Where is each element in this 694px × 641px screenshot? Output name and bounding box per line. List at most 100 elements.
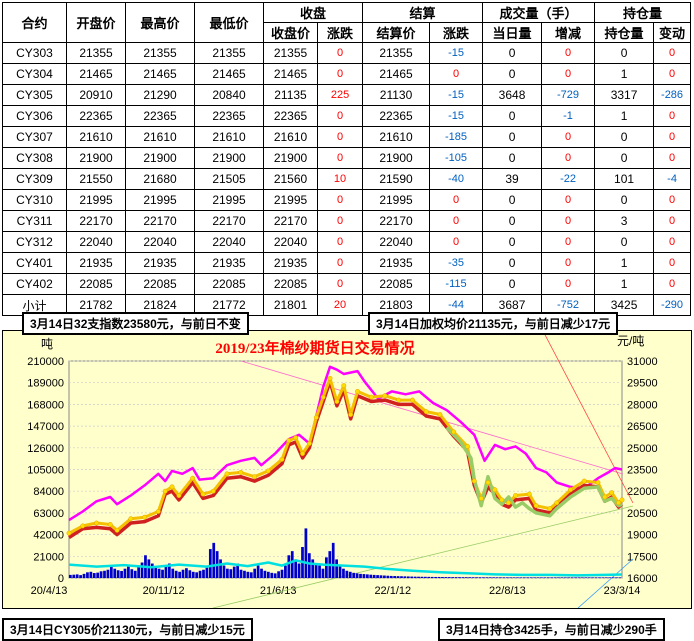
volume-bar bbox=[164, 565, 168, 578]
weighted-price-callout: 3月14日加权均价21135元，与前日减少17元 bbox=[368, 312, 619, 335]
volume-bar bbox=[253, 568, 257, 578]
table-cell: 21505 bbox=[194, 168, 264, 190]
table-cell: 21935 bbox=[263, 252, 318, 274]
table-cell: 0 bbox=[541, 231, 596, 253]
volume-bar bbox=[492, 577, 496, 578]
series-point bbox=[320, 394, 326, 400]
table-cell: 21610 bbox=[66, 126, 126, 148]
volume-bar bbox=[400, 576, 403, 578]
group-header-close: 收盘 bbox=[262, 2, 364, 23]
volume-bar bbox=[229, 569, 233, 578]
table-row: CY307 21610 21610 21610 21610 0 21610 -185 0 0 0 0 bbox=[2, 126, 692, 148]
table-cell: 0 bbox=[653, 189, 692, 211]
volume-bar bbox=[485, 577, 489, 578]
cy305-callout: 3月14日CY305价21130元，与前日减少15元 bbox=[2, 618, 253, 641]
table-cell: 22170 bbox=[194, 210, 264, 232]
volume-bar bbox=[195, 572, 199, 578]
x-tick-label: 23/3/14 bbox=[604, 585, 641, 597]
table-row: CY308 21900 21900 21900 21900 0 21900 -105 0 0 0 0 bbox=[2, 147, 692, 169]
volume-bar bbox=[454, 577, 458, 578]
volume-bar bbox=[437, 576, 441, 578]
col-header-settle-price: 结算价 bbox=[362, 22, 431, 43]
series-point bbox=[581, 478, 587, 484]
volume-bar bbox=[178, 571, 181, 578]
volume-bar bbox=[526, 577, 530, 578]
volume-bar bbox=[584, 577, 588, 578]
volume-bar bbox=[420, 576, 424, 578]
quotes-table: 合约 开盘价 最高价 最低价 收盘 结算 成交量（手） 持仓量 收盘价 涨跌 结… bbox=[2, 2, 692, 316]
table-cell: CY303 bbox=[2, 42, 67, 64]
table-cell: 0 bbox=[541, 252, 596, 274]
series-point bbox=[595, 480, 601, 485]
left-tick-label: 147000 bbox=[27, 421, 64, 433]
volume-bar bbox=[277, 571, 280, 578]
volume-bar bbox=[185, 568, 188, 578]
volume-bar bbox=[523, 577, 526, 578]
table-cell: 22085 bbox=[362, 273, 431, 295]
table-cell: CY306 bbox=[2, 105, 67, 127]
table-row: CY306 22365 22365 22365 22365 0 22365 -15 0 -1 1 0 bbox=[2, 105, 692, 127]
volume-bar bbox=[188, 570, 192, 578]
table-cell: 22085 bbox=[66, 273, 126, 295]
right-unit-label: 元/吨 bbox=[617, 334, 644, 348]
table-cell: 22170 bbox=[362, 210, 431, 232]
series-point bbox=[293, 435, 299, 441]
table-cell: 21465 bbox=[125, 63, 195, 85]
volume-bar bbox=[260, 568, 263, 578]
table-cell: 22365 bbox=[263, 105, 318, 127]
volume-bar bbox=[99, 571, 103, 578]
futures-chart: 0 21000 42000 63000 84000 105000 126000 147000 1… bbox=[27, 331, 658, 608]
series-point bbox=[176, 493, 182, 498]
series-point bbox=[169, 484, 175, 490]
volume-bar bbox=[246, 571, 250, 578]
col-header-oi: 持仓量 bbox=[594, 22, 655, 43]
series-point bbox=[464, 443, 470, 449]
volume-bar bbox=[86, 572, 89, 578]
series-point bbox=[286, 438, 292, 444]
series-point bbox=[396, 397, 402, 403]
table-cell: 0 bbox=[482, 42, 543, 64]
volume-bar bbox=[116, 570, 120, 578]
volume-bar bbox=[478, 577, 482, 578]
left-tick-label: 189000 bbox=[27, 378, 64, 390]
series-point bbox=[66, 530, 72, 536]
volume-bar bbox=[386, 575, 390, 578]
left-tick-label: 21000 bbox=[33, 551, 64, 563]
table-cell: 0 bbox=[316, 231, 364, 253]
table-cell: 21935 bbox=[66, 252, 126, 274]
volume-bar bbox=[615, 577, 618, 578]
volume-bar bbox=[273, 573, 277, 578]
left-tick-label: 168000 bbox=[27, 399, 64, 411]
table-cell: -105 bbox=[429, 147, 484, 169]
table-cell: 0 bbox=[541, 189, 596, 211]
table-cell: CY305 bbox=[2, 84, 67, 106]
table-cell: -15 bbox=[429, 84, 484, 106]
volume-bar bbox=[379, 575, 383, 578]
col-header-oi-change: 变动 bbox=[653, 22, 692, 43]
volume-bar bbox=[202, 569, 205, 578]
table-cell: CY402 bbox=[2, 273, 67, 295]
table-cell: -729 bbox=[541, 84, 596, 106]
table-cell: 21900 bbox=[66, 147, 126, 169]
series-point bbox=[485, 480, 491, 485]
series-point bbox=[252, 474, 257, 480]
table-cell: 22170 bbox=[66, 210, 126, 232]
table-cell: 21995 bbox=[362, 189, 431, 211]
table-cell: 0 bbox=[316, 42, 364, 64]
table-cell: -15 bbox=[429, 105, 484, 127]
group-header-settle: 结算 bbox=[362, 2, 484, 23]
volume-bar bbox=[232, 566, 236, 578]
table-cell: 21610 bbox=[194, 126, 264, 148]
right-tick-label: 22000 bbox=[627, 486, 658, 498]
volume-bar bbox=[563, 577, 567, 578]
volume-bar bbox=[369, 574, 373, 578]
volume-bar bbox=[243, 570, 246, 578]
volume-bar bbox=[574, 577, 577, 578]
volume-bar bbox=[219, 559, 222, 578]
table-cell: 0 bbox=[594, 231, 655, 253]
table-cell: 0 bbox=[541, 273, 596, 295]
table-cell: 22040 bbox=[194, 231, 264, 253]
volume-bar bbox=[106, 569, 110, 578]
volume-bar bbox=[236, 563, 239, 578]
table-cell: 21995 bbox=[125, 189, 195, 211]
